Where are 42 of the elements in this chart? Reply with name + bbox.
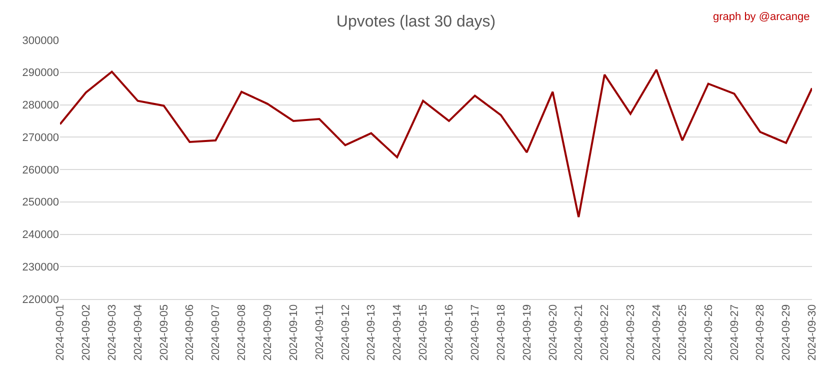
x-tick-label: 2024-09-22	[599, 304, 612, 361]
y-tick-label: 240000	[22, 229, 59, 242]
x-tick-label: 2024-09-28	[754, 304, 767, 361]
x-tick-label: 2024-09-03	[106, 304, 118, 361]
x-tick-label: 2024-09-10	[288, 304, 300, 361]
x-tick-label: 2024-09-18	[495, 304, 508, 361]
x-tick-label: 2024-09-08	[236, 304, 248, 361]
x-tick-label: 2024-09-21	[573, 304, 586, 361]
y-tick-label: 220000	[22, 294, 59, 306]
x-tick-label: 2024-09-16	[444, 304, 456, 361]
x-tick-label: 2024-09-13	[366, 304, 378, 361]
x-tick-label: 2024-09-07	[210, 304, 222, 361]
x-tick-label: 2024-09-20	[547, 304, 560, 361]
x-tick-label: 2024-09-30	[806, 304, 819, 361]
x-tick-label: 2024-09-01	[54, 304, 67, 361]
x-tick-label: 2024-09-11	[314, 304, 326, 360]
y-tick-label: 300000	[22, 34, 59, 47]
x-tick-label: 2024-09-17	[469, 304, 482, 361]
x-tick-label: 2024-09-29	[780, 304, 793, 361]
y-tick-label: 250000	[22, 196, 59, 209]
x-tick-label: 2024-09-05	[158, 304, 170, 361]
x-tick-label: 2024-09-06	[184, 304, 196, 361]
x-tick-label: 2024-09-27	[728, 304, 741, 361]
x-tick-label: 2024-09-04	[132, 304, 144, 361]
x-tick-label: 2024-09-15	[418, 304, 430, 361]
y-tick-label: 280000	[22, 100, 59, 112]
x-tick-label: 2024-09-09	[262, 304, 274, 361]
x-tick-label: 2024-09-23	[625, 304, 638, 361]
y-tick-label: 290000	[22, 67, 59, 80]
x-tick-label: 2024-09-02	[80, 304, 93, 361]
x-tick-label: 2024-09-26	[702, 304, 715, 361]
y-tick-label: 230000	[22, 261, 59, 274]
x-tick-label: 2024-09-25	[676, 304, 689, 361]
chart-title: Upvotes (last 30 days)	[336, 13, 496, 30]
x-tick-label: 2024-09-12	[340, 304, 352, 361]
y-tick-label: 260000	[22, 164, 59, 176]
y-tick-label: 270000	[22, 132, 59, 144]
x-tick-label: 2024-09-14	[392, 304, 404, 361]
line-series	[60, 68, 812, 218]
text: graph by @arcange	[713, 11, 810, 23]
x-tick-label: 2024-09-19	[521, 304, 534, 361]
x-tick-label: 2024-09-24	[650, 304, 663, 361]
